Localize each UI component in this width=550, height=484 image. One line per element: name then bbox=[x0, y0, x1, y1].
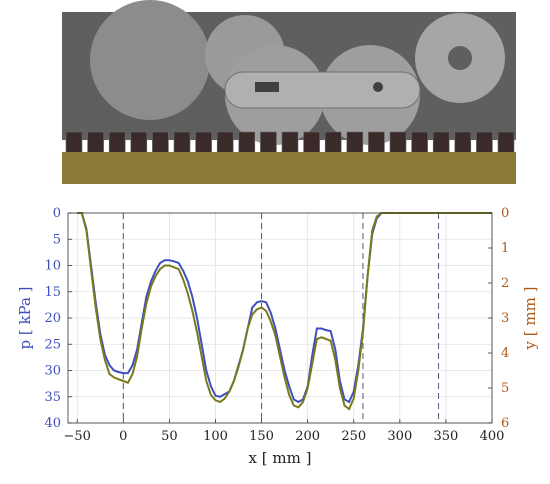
suspension-arm bbox=[224, 71, 421, 109]
idler-hub bbox=[448, 46, 472, 70]
x-tick-label: 150 bbox=[249, 429, 274, 444]
left-y-tick-label: 10 bbox=[44, 259, 61, 274]
right-y-tick-label: 4 bbox=[501, 346, 509, 361]
x-tick-labels: −50 0 50 100 150 200 250 300 350 400 bbox=[63, 419, 504, 444]
left-y-tick-label: 25 bbox=[44, 337, 61, 352]
left-y-tick-label: 0 bbox=[53, 206, 61, 221]
x-tick-label: −50 bbox=[63, 429, 90, 444]
track-scene-illustration bbox=[62, 0, 516, 184]
x-tick-label: 200 bbox=[295, 429, 320, 444]
right-y-tick-labels: 0 1 2 3 4 5 6 bbox=[488, 206, 509, 431]
x-tick-label: 300 bbox=[387, 429, 412, 444]
right-y-axis-label: y [ mm ] bbox=[521, 287, 539, 351]
sprocket-wheel bbox=[90, 0, 210, 120]
left-y-tick-label: 35 bbox=[44, 390, 61, 405]
x-tick-label: 400 bbox=[480, 429, 505, 444]
x-tick-label: 100 bbox=[203, 429, 228, 444]
left-y-tick-label: 30 bbox=[44, 364, 61, 379]
series-lines bbox=[77, 212, 492, 411]
left-y-tick-label: 5 bbox=[53, 232, 61, 247]
x-tick-label: 250 bbox=[341, 429, 366, 444]
x-tick-label: 350 bbox=[433, 429, 458, 444]
track-shoes bbox=[65, 131, 515, 155]
soil-layer bbox=[62, 152, 516, 184]
arm-slot bbox=[255, 82, 279, 92]
right-y-tick-label: 2 bbox=[501, 276, 509, 291]
right-y-tick-label: 0 bbox=[501, 206, 509, 221]
left-y-tick-label: 15 bbox=[44, 285, 61, 300]
right-y-tick-label: 1 bbox=[501, 241, 509, 256]
right-y-tick-label: 6 bbox=[501, 416, 509, 431]
left-y-tick-label: 20 bbox=[44, 311, 61, 326]
right-y-tick-label: 3 bbox=[501, 311, 509, 326]
x-axis-label: x [ mm ] bbox=[249, 449, 312, 467]
series-line-right bbox=[77, 212, 492, 411]
arm-pivot bbox=[373, 82, 383, 92]
grid bbox=[68, 212, 493, 424]
right-y-tick-label: 5 bbox=[501, 381, 509, 396]
left-y-tick-label: 40 bbox=[44, 416, 61, 431]
x-tick-label: 50 bbox=[161, 429, 178, 444]
left-y-tick-labels: 0 5 10 15 20 25 30 35 40 bbox=[44, 206, 72, 431]
x-tick-label: 0 bbox=[119, 429, 127, 444]
left-y-axis-label: p [ kPa ] bbox=[16, 286, 34, 349]
